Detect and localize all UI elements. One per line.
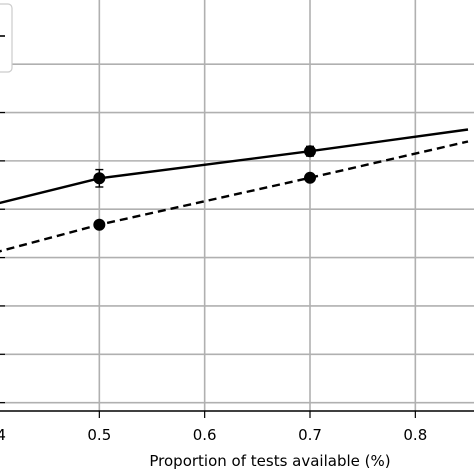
dashed-series-line [0,140,469,253]
data-point [93,172,106,185]
x-tick-label: 0.7 [298,426,322,444]
x-tick-label: 0.5 [87,426,111,444]
x-tick-label: 0.4 [0,426,6,444]
series [0,128,469,253]
solid-series-line [0,128,469,205]
x-axis-label: Proportion of tests available (%) [149,452,390,470]
legend [0,3,13,73]
legend-box [0,3,13,73]
data-point [304,171,316,184]
x-tick-label: 0.8 [403,426,427,444]
axis-labels: Proportion of tests available (%) [149,452,390,470]
x-tick-label: 0.6 [193,426,217,444]
data-point [93,218,106,231]
data-point [304,145,316,158]
axes: 0.4 0.5 0.6 0.7 0.8 [0,63,474,444]
